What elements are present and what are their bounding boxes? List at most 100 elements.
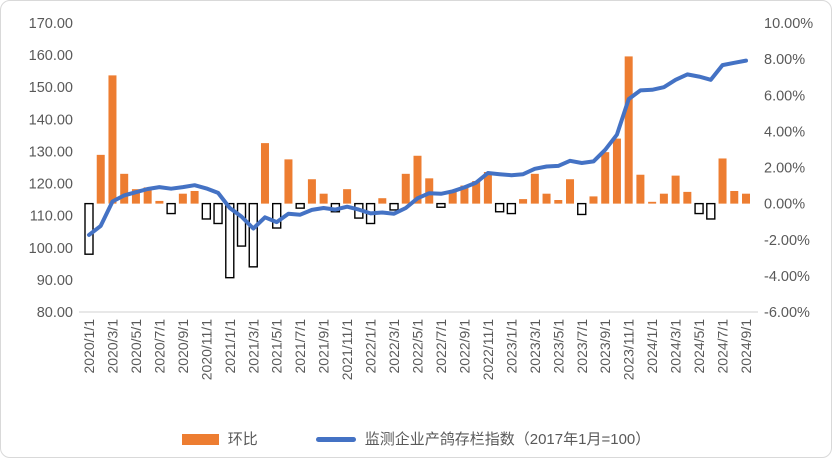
bar-positive bbox=[566, 179, 575, 204]
x-axis-tick: 2021/1/1 bbox=[222, 319, 238, 374]
bar-positive bbox=[648, 201, 657, 204]
bar-positive bbox=[742, 193, 750, 204]
x-axis-tick: 2024/9/1 bbox=[738, 319, 754, 374]
x-axis-tick: 2020/11/1 bbox=[198, 319, 214, 380]
bar-positive bbox=[178, 193, 187, 204]
x-axis-tick: 2022/1/1 bbox=[363, 319, 379, 374]
bar-positive bbox=[108, 75, 117, 204]
bar-positive bbox=[659, 193, 668, 204]
chart-legend: 环比 监测企业产鸽存栏指数（2017年1月=100） bbox=[1, 432, 831, 447]
right-axis-tick: -4.00% bbox=[764, 269, 810, 285]
x-axis-tick: 2023/3/1 bbox=[527, 319, 543, 374]
right-axis-tick: 8.00% bbox=[764, 52, 805, 68]
bar-positive bbox=[190, 190, 199, 204]
line-series-label: 监测企业产鸽存栏指数（2017年1月=100） bbox=[364, 431, 651, 448]
bar-negative bbox=[236, 202, 247, 247]
x-axis-tick: 2023/11/1 bbox=[621, 319, 637, 380]
bar-positive bbox=[155, 200, 164, 204]
left-axis-tick: 120.00 bbox=[29, 177, 73, 193]
bar-positive bbox=[530, 173, 539, 204]
bar-positive bbox=[718, 158, 727, 204]
left-axis-tick: 100.00 bbox=[29, 241, 73, 257]
left-axis-tick: 80.00 bbox=[37, 305, 73, 321]
right-axis-tick: 0.00% bbox=[764, 197, 805, 213]
bar-series-swatch bbox=[181, 434, 219, 445]
line-series-swatch bbox=[315, 437, 356, 442]
x-axis-tick: 2023/9/1 bbox=[597, 319, 613, 374]
x-axis-tick: 2021/9/1 bbox=[316, 319, 332, 374]
x-axis-tick: 2023/5/1 bbox=[550, 319, 566, 374]
left-axis-tick: 140.00 bbox=[29, 112, 73, 128]
bar-positive bbox=[307, 179, 316, 204]
bar-positive bbox=[636, 174, 645, 204]
x-axis-tick: 2021/11/1 bbox=[339, 319, 355, 380]
bar-negative bbox=[506, 202, 517, 215]
bar-positive bbox=[319, 193, 328, 204]
x-axis-tick: 2022/9/1 bbox=[456, 319, 472, 374]
bar-negative bbox=[248, 202, 258, 268]
x-axis-tick: 2020/7/1 bbox=[151, 319, 167, 374]
x-axis-tick: 2020/1/1 bbox=[81, 319, 97, 374]
x-axis-tick: 2023/1/1 bbox=[503, 319, 519, 374]
right-axis-tick: 10.00% bbox=[764, 16, 813, 32]
bar-positive bbox=[624, 56, 633, 204]
bar-positive bbox=[472, 181, 481, 204]
bar-negative bbox=[225, 202, 235, 279]
bar-positive bbox=[401, 173, 410, 204]
right-axis-tick: 6.00% bbox=[764, 88, 805, 104]
bar-positive bbox=[143, 187, 152, 204]
bar-positive bbox=[730, 190, 739, 204]
bar-positive bbox=[589, 196, 598, 204]
bar-negative bbox=[84, 202, 94, 255]
x-axis-tick: 2024/3/1 bbox=[668, 319, 684, 374]
left-axis-tick: 110.00 bbox=[30, 209, 73, 225]
x-axis-tick: 2024/1/1 bbox=[644, 319, 660, 374]
bar-positive bbox=[601, 152, 610, 204]
x-axis-tick: 2021/7/1 bbox=[292, 319, 308, 374]
left-axis-tick: 160.00 bbox=[29, 48, 73, 64]
bar-positive bbox=[519, 199, 528, 204]
index-line bbox=[87, 58, 748, 237]
left-axis-tick: 130.00 bbox=[29, 144, 73, 160]
bar-negative bbox=[201, 202, 212, 220]
left-axis-tick: 90.00 bbox=[37, 273, 73, 289]
x-axis-tick: 2021/5/1 bbox=[269, 319, 285, 374]
bar-positive bbox=[378, 198, 387, 204]
bar-negative bbox=[577, 202, 587, 216]
bar-positive bbox=[542, 193, 551, 204]
bar-positive bbox=[612, 138, 621, 204]
x-axis-tick: 2024/5/1 bbox=[691, 319, 707, 374]
left-axis-tick: 150.00 bbox=[29, 80, 73, 96]
x-axis-tick: 2021/3/1 bbox=[245, 319, 261, 374]
bar-positive bbox=[260, 143, 269, 204]
x-axis-tick: 2022/5/1 bbox=[410, 319, 426, 374]
x-axis-tick: 2022/7/1 bbox=[433, 319, 449, 374]
right-axis-tick: 2.00% bbox=[764, 161, 805, 177]
bar-negative bbox=[389, 202, 399, 211]
x-axis-tick: 2020/9/1 bbox=[175, 319, 191, 374]
x-axis-tick: 2024/7/1 bbox=[715, 319, 731, 374]
bar-positive bbox=[460, 185, 469, 204]
bar-positive bbox=[413, 155, 422, 204]
right-axis-tick: -2.00% bbox=[764, 233, 810, 249]
bar-positive bbox=[671, 175, 680, 204]
x-axis-tick: 2023/7/1 bbox=[574, 319, 590, 374]
bar-positive bbox=[120, 173, 129, 204]
x-axis-tick: 2020/5/1 bbox=[128, 319, 144, 374]
x-axis-tick: 2022/3/1 bbox=[386, 319, 402, 374]
bar-positive bbox=[131, 189, 140, 204]
bar-negative bbox=[436, 202, 446, 208]
right-axis-tick: 4.00% bbox=[764, 124, 805, 140]
right-axis-tick: -6.00% bbox=[764, 305, 810, 321]
bar-negative bbox=[272, 202, 282, 229]
bar-positive bbox=[425, 178, 434, 204]
bar-negative bbox=[494, 202, 505, 213]
legend-item-mom-change: 环比 bbox=[181, 431, 258, 448]
bar-positive bbox=[554, 200, 563, 204]
bar-series-label: 环比 bbox=[227, 431, 258, 448]
x-axis-tick: 2020/3/1 bbox=[104, 319, 120, 374]
bar-positive bbox=[683, 191, 692, 204]
left-axis-tick: 170.00 bbox=[29, 16, 73, 32]
